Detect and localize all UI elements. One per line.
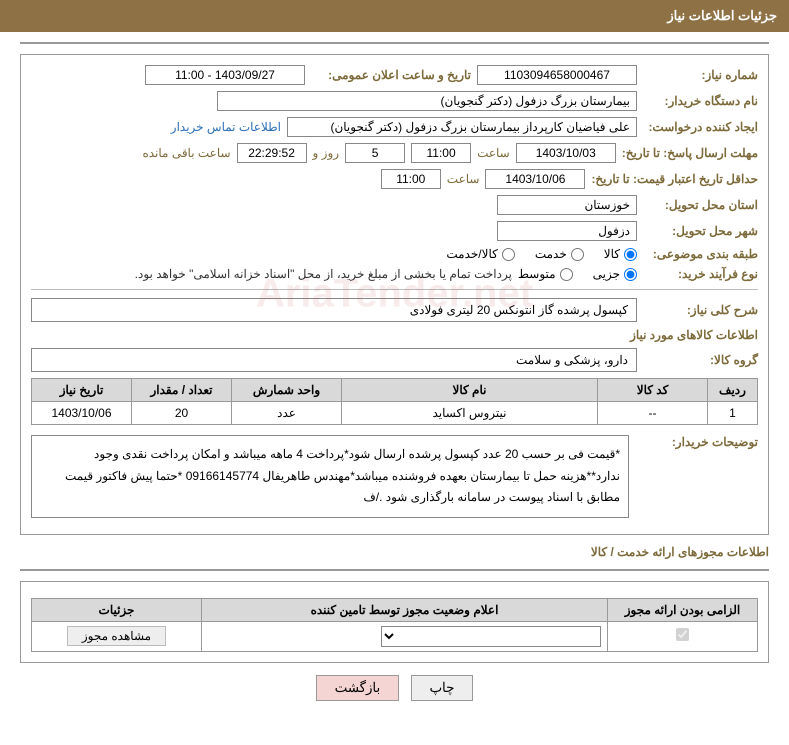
process-note: پرداخت تمام یا بخشی از مبلغ خرید، از محل… [135, 267, 512, 281]
time-label-2: ساعت [447, 172, 480, 186]
th-qty: تعداد / مقدار [132, 379, 232, 402]
deadline-label: مهلت ارسال پاسخ: تا تاریخ: [622, 146, 758, 160]
days-remain-field: 5 [345, 143, 405, 163]
general-desc-label: شرح کلی نیاز: [643, 303, 758, 317]
city-label: شهر محل تحویل: [643, 224, 758, 238]
process-label: نوع فرآیند خرید: [643, 267, 758, 281]
buyer-org-label: نام دستگاه خریدار: [643, 94, 758, 108]
days-remain-label: روز و [313, 146, 340, 160]
license-row: مشاهده مجوز [32, 621, 758, 651]
validity-label: حداقل تاریخ اعتبار قیمت: تا تاریخ: [591, 172, 758, 186]
cat-kala-radio[interactable] [624, 248, 637, 261]
cat-khedmat-label: خدمت [535, 247, 567, 261]
td-date: 1403/10/06 [32, 402, 132, 425]
goods-group-field: دارو، پزشکی و سلامت [31, 348, 637, 372]
contact-buyer-link[interactable]: اطلاعات تماس خریدار [171, 120, 281, 134]
license-section: الزامی بودن ارائه مجوز اعلام وضعیت مجوز … [20, 581, 769, 663]
buyer-note-field: *قیمت فی بر حسب 20 عدد کپسول پرشده ارسال… [31, 435, 629, 518]
table-row: 1 -- نیتروس اکساید عدد 20 1403/10/06 [32, 402, 758, 425]
requester-field: علی فیاضیان کارپرداز بیمارستان بزرگ دزفو… [287, 117, 637, 137]
validity-time-field: 11:00 [381, 169, 441, 189]
th-name: نام کالا [342, 379, 598, 402]
th-required: الزامی بودن ارائه مجوز [608, 598, 758, 621]
category-radio-group: کالا خدمت کالا/خدمت [446, 247, 637, 261]
license-required-checkbox [676, 628, 689, 641]
back-button[interactable]: بازگشت [316, 675, 400, 701]
th-date: تاریخ نیاز [32, 379, 132, 402]
proc-medium-radio[interactable] [560, 268, 573, 281]
goods-info-title: اطلاعات کالاهای مورد نیاز [31, 328, 758, 342]
proc-partial-label: جزیی [593, 267, 620, 281]
td-name: نیتروس اکساید [342, 402, 598, 425]
td-code: -- [598, 402, 708, 425]
th-row: ردیف [708, 379, 758, 402]
requester-label: ایجاد کننده درخواست: [643, 120, 758, 134]
general-desc-field: کپسول پرشده گاز انتونکس 20 لیتری فولادی [31, 298, 637, 322]
proc-partial-radio[interactable] [624, 268, 637, 281]
announce-field: 1403/09/27 - 11:00 [145, 65, 305, 85]
province-field: خوزستان [497, 195, 637, 215]
time-remain-label: ساعت باقی مانده [142, 146, 230, 160]
goods-table: ردیف کد کالا نام کالا واحد شمارش تعداد /… [31, 378, 758, 425]
page-header: جزئیات اطلاعات نیاز [0, 0, 789, 32]
license-table: الزامی بودن ارائه مجوز اعلام وضعیت مجوز … [31, 598, 758, 652]
need-number-field: 1103094658000467 [477, 65, 637, 85]
need-number-label: شماره نیاز: [643, 68, 758, 82]
th-status: اعلام وضعیت مجوز توسط تامین کننده [202, 598, 608, 621]
announce-label: تاریخ و ساعت اعلان عمومی: [311, 68, 471, 82]
td-unit: عدد [232, 402, 342, 425]
deadline-time-field: 11:00 [411, 143, 471, 163]
th-unit: واحد شمارش [232, 379, 342, 402]
th-details: جزئیات [32, 598, 202, 621]
page-title: جزئیات اطلاعات نیاز [667, 8, 777, 23]
process-radio-group: جزیی متوسط [518, 267, 637, 281]
time-remain-field: 22:29:52 [237, 143, 307, 163]
category-label: طبقه بندی موضوعی: [643, 247, 758, 261]
city-field: دزفول [497, 221, 637, 241]
cat-both-radio[interactable] [502, 248, 515, 261]
print-button[interactable]: چاپ [411, 675, 474, 701]
time-label-1: ساعت [477, 146, 510, 160]
cat-kala-label: کالا [604, 247, 620, 261]
license-status-select[interactable] [381, 626, 601, 647]
goods-group-label: گروه کالا: [643, 353, 758, 367]
cat-khedmat-radio[interactable] [571, 248, 584, 261]
buyer-note-label: توضیحات خریدار: [643, 435, 758, 449]
cat-both-label: کالا/خدمت [446, 247, 497, 261]
deadline-date-field: 1403/10/03 [516, 143, 616, 163]
th-code: کد کالا [598, 379, 708, 402]
proc-medium-label: متوسط [518, 267, 556, 281]
view-license-button[interactable]: مشاهده مجوز [67, 626, 166, 646]
buyer-org-field: بیمارستان بزرگ دزفول (دکتر گنجویان) [217, 91, 637, 111]
license-section-title: اطلاعات مجوزهای ارائه خدمت / کالا [20, 545, 769, 559]
validity-date-field: 1403/10/06 [485, 169, 585, 189]
td-qty: 20 [132, 402, 232, 425]
province-label: استان محل تحویل: [643, 198, 758, 212]
button-bar: چاپ بازگشت [0, 675, 789, 701]
main-section: AriaTender.net شماره نیاز: 1103094658000… [20, 54, 769, 535]
td-row: 1 [708, 402, 758, 425]
